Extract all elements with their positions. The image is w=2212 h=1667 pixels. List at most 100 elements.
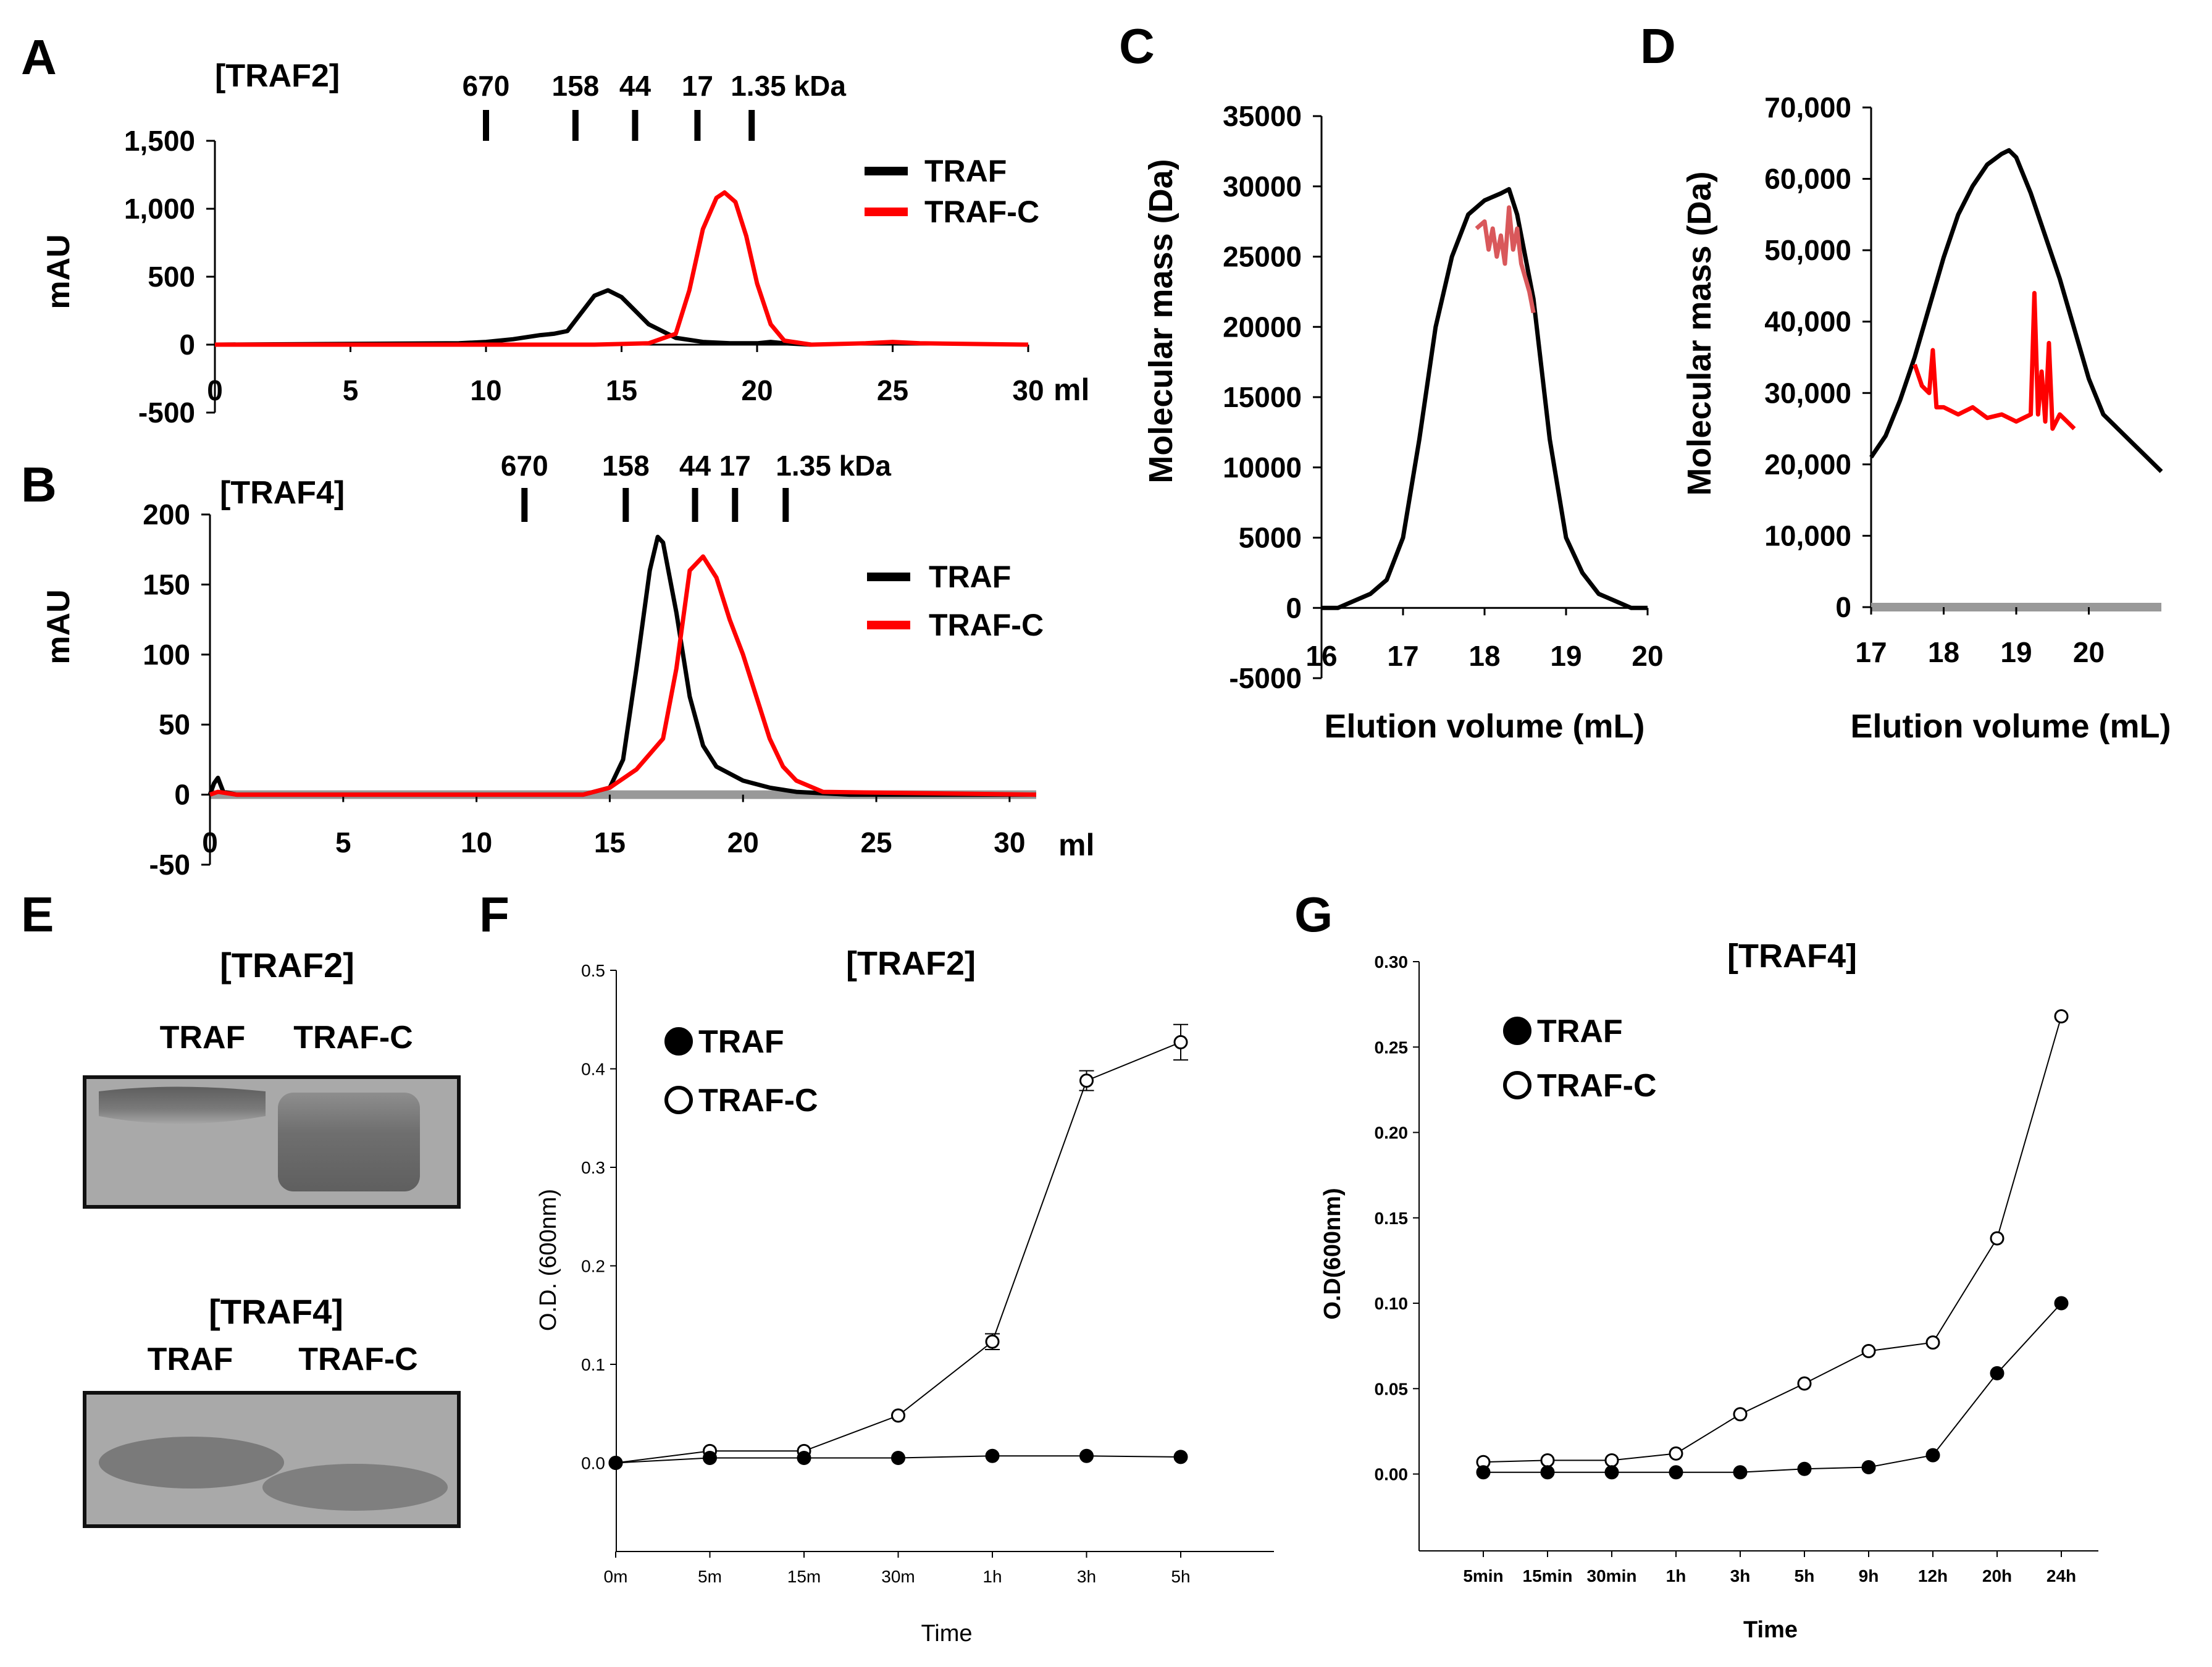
y-tick-label: -500 bbox=[138, 397, 195, 429]
x-tick-label: 10 bbox=[470, 374, 501, 406]
chart-c-mals: 35000 30000 25000 20000 15000 10000 5000 0 -5000… bbox=[1142, 100, 1664, 745]
chart-d-mals: 70,000 60,000 50,000 40,000 30,000 20,000 10,0… bbox=[1681, 91, 2171, 745]
data-point-traf bbox=[1540, 1465, 1555, 1480]
y-tick-label: 50,000 bbox=[1764, 234, 1851, 266]
data-point-traf bbox=[2054, 1296, 2069, 1311]
data-point-traf-c bbox=[1990, 1231, 2005, 1246]
y-tick-label: 0.15 bbox=[1375, 1209, 1409, 1228]
data-point-traf bbox=[1861, 1460, 1876, 1475]
y-tick-label: 0 bbox=[1286, 592, 1302, 624]
y-tick-label: 0.1 bbox=[581, 1355, 605, 1374]
x-tick-label: 0 bbox=[207, 374, 223, 406]
gel-traf4-lane2: TRAF-C bbox=[298, 1342, 418, 1377]
y-tick-label: 150 bbox=[143, 568, 190, 600]
legend-swatch bbox=[865, 167, 908, 175]
data-point-traf bbox=[1733, 1465, 1748, 1480]
gel-traf4-lane1: TRAF bbox=[148, 1342, 233, 1377]
mw-marker-label: 17 bbox=[682, 70, 713, 102]
data-point-traf-c bbox=[891, 1408, 905, 1423]
y-tick-label: 0 bbox=[179, 329, 195, 361]
panel-letter-a: A bbox=[21, 30, 57, 85]
x-tick-label: 30 bbox=[1012, 374, 1044, 406]
x-tick-label: 24h bbox=[2047, 1566, 2076, 1585]
legend-swatch bbox=[867, 621, 910, 629]
legend-label: TRAF-C bbox=[698, 1083, 818, 1119]
y-tick-label: 0.3 bbox=[581, 1158, 605, 1177]
data-point-traf-c bbox=[1925, 1335, 1940, 1350]
chart-title: [TRAF4] bbox=[220, 475, 345, 511]
mw-marker-tick bbox=[521, 488, 528, 522]
mw-marker-tick bbox=[632, 110, 639, 141]
gel-band bbox=[262, 1464, 448, 1511]
y-tick-label: 70,000 bbox=[1764, 91, 1851, 124]
y-tick-label: 1,000 bbox=[124, 193, 195, 225]
x-axis-label: Time bbox=[1743, 1617, 1798, 1643]
chart-g-traf4-od: 0.30 0.25 0.20 0.15 0.10 0.05 0.00 5min 15min 30m… bbox=[1320, 938, 2098, 1643]
y-tick-label: 30,000 bbox=[1764, 377, 1851, 409]
y-tick-label: 0.05 bbox=[1375, 1379, 1409, 1398]
data-point-traf-c bbox=[985, 1334, 1000, 1349]
legend-marker bbox=[664, 1027, 693, 1056]
panel-letter-f: F bbox=[479, 887, 509, 942]
y-axis-label: O.D(600nm) bbox=[1320, 1188, 1346, 1319]
y-tick-label: 100 bbox=[143, 639, 190, 671]
mw-marker-tick bbox=[622, 488, 629, 522]
series-traf-line bbox=[1322, 187, 1648, 610]
y-tick-label: 40,000 bbox=[1764, 306, 1851, 338]
chart-title: [TRAF2] bbox=[215, 58, 340, 94]
x-tick-label: 18 bbox=[1928, 636, 1959, 668]
mw-marker-tick bbox=[572, 110, 579, 141]
series-traf-c-line bbox=[215, 190, 1029, 347]
mw-marker-label: 17 bbox=[719, 450, 751, 482]
x-tick-label: 30min bbox=[1587, 1566, 1637, 1585]
x-tick-label: 18 bbox=[1468, 640, 1500, 672]
y-tick-label: 200 bbox=[143, 498, 190, 531]
x-tick-label: 30 bbox=[994, 826, 1025, 859]
panel-letter-g: G bbox=[1294, 887, 1333, 942]
panel-letter-b: B bbox=[21, 457, 57, 512]
x-tick-label: 5 bbox=[343, 374, 359, 406]
chart-b-traf4-sec: 200 150 100 50 0 -50 0 5 10 15 20 25 30 [TRAF4] ml mAU 6… bbox=[41, 450, 1094, 881]
x-tick-label: 25 bbox=[877, 374, 908, 406]
x-axis-label: ml bbox=[1058, 828, 1094, 862]
gel-band bbox=[99, 1437, 284, 1489]
mw-marker-label: 670 bbox=[463, 70, 510, 102]
y-tick-label: 50 bbox=[159, 708, 190, 741]
data-point-traf bbox=[1079, 1448, 1094, 1463]
data-point-traf-c bbox=[1861, 1343, 1876, 1358]
mw-marker-label: 44 bbox=[619, 70, 651, 102]
gel-band bbox=[99, 1086, 266, 1124]
chart-title: [TRAF2] bbox=[846, 945, 976, 982]
mw-marker-label: 44 bbox=[679, 450, 711, 482]
x-tick-label: 5h bbox=[1171, 1567, 1190, 1586]
legend-label: TRAF bbox=[924, 154, 1007, 188]
y-tick-label: 0 bbox=[1835, 591, 1851, 623]
y-tick-label: 0.5 bbox=[581, 961, 605, 980]
series-traf-c-line bbox=[209, 554, 1037, 797]
data-point-traf bbox=[1925, 1448, 1940, 1463]
y-tick-label: 0.4 bbox=[581, 1059, 605, 1078]
x-tick-label: 9h bbox=[1859, 1566, 1879, 1585]
mw-marker-tick bbox=[732, 488, 739, 522]
x-tick-label: 17 bbox=[1855, 636, 1887, 668]
gel-traf4-title: [TRAF4] bbox=[209, 1292, 343, 1331]
data-point-traf-c bbox=[2054, 1009, 2069, 1023]
x-tick-label: 20 bbox=[741, 374, 773, 406]
legend-marker bbox=[664, 1086, 693, 1114]
mw-marker-label: 158 bbox=[602, 450, 650, 482]
data-point-traf bbox=[1173, 1450, 1188, 1464]
x-tick-label: 20 bbox=[2073, 636, 2105, 668]
y-tick-label: 60,000 bbox=[1764, 163, 1851, 195]
y-tick-label: 1,500 bbox=[124, 125, 195, 157]
legend-label: TRAF-C bbox=[1537, 1068, 1657, 1104]
data-point-traf bbox=[1990, 1366, 2005, 1380]
x-tick-label: 20h bbox=[1982, 1566, 2012, 1585]
legend-label: TRAF bbox=[698, 1024, 784, 1060]
legend-marker bbox=[1503, 1071, 1531, 1099]
mw-marker-label: 670 bbox=[501, 450, 548, 482]
data-point-traf bbox=[608, 1455, 623, 1470]
series-traf-line bbox=[1869, 148, 2163, 473]
gel-traf2 bbox=[83, 1075, 461, 1209]
data-point-traf bbox=[703, 1450, 717, 1465]
